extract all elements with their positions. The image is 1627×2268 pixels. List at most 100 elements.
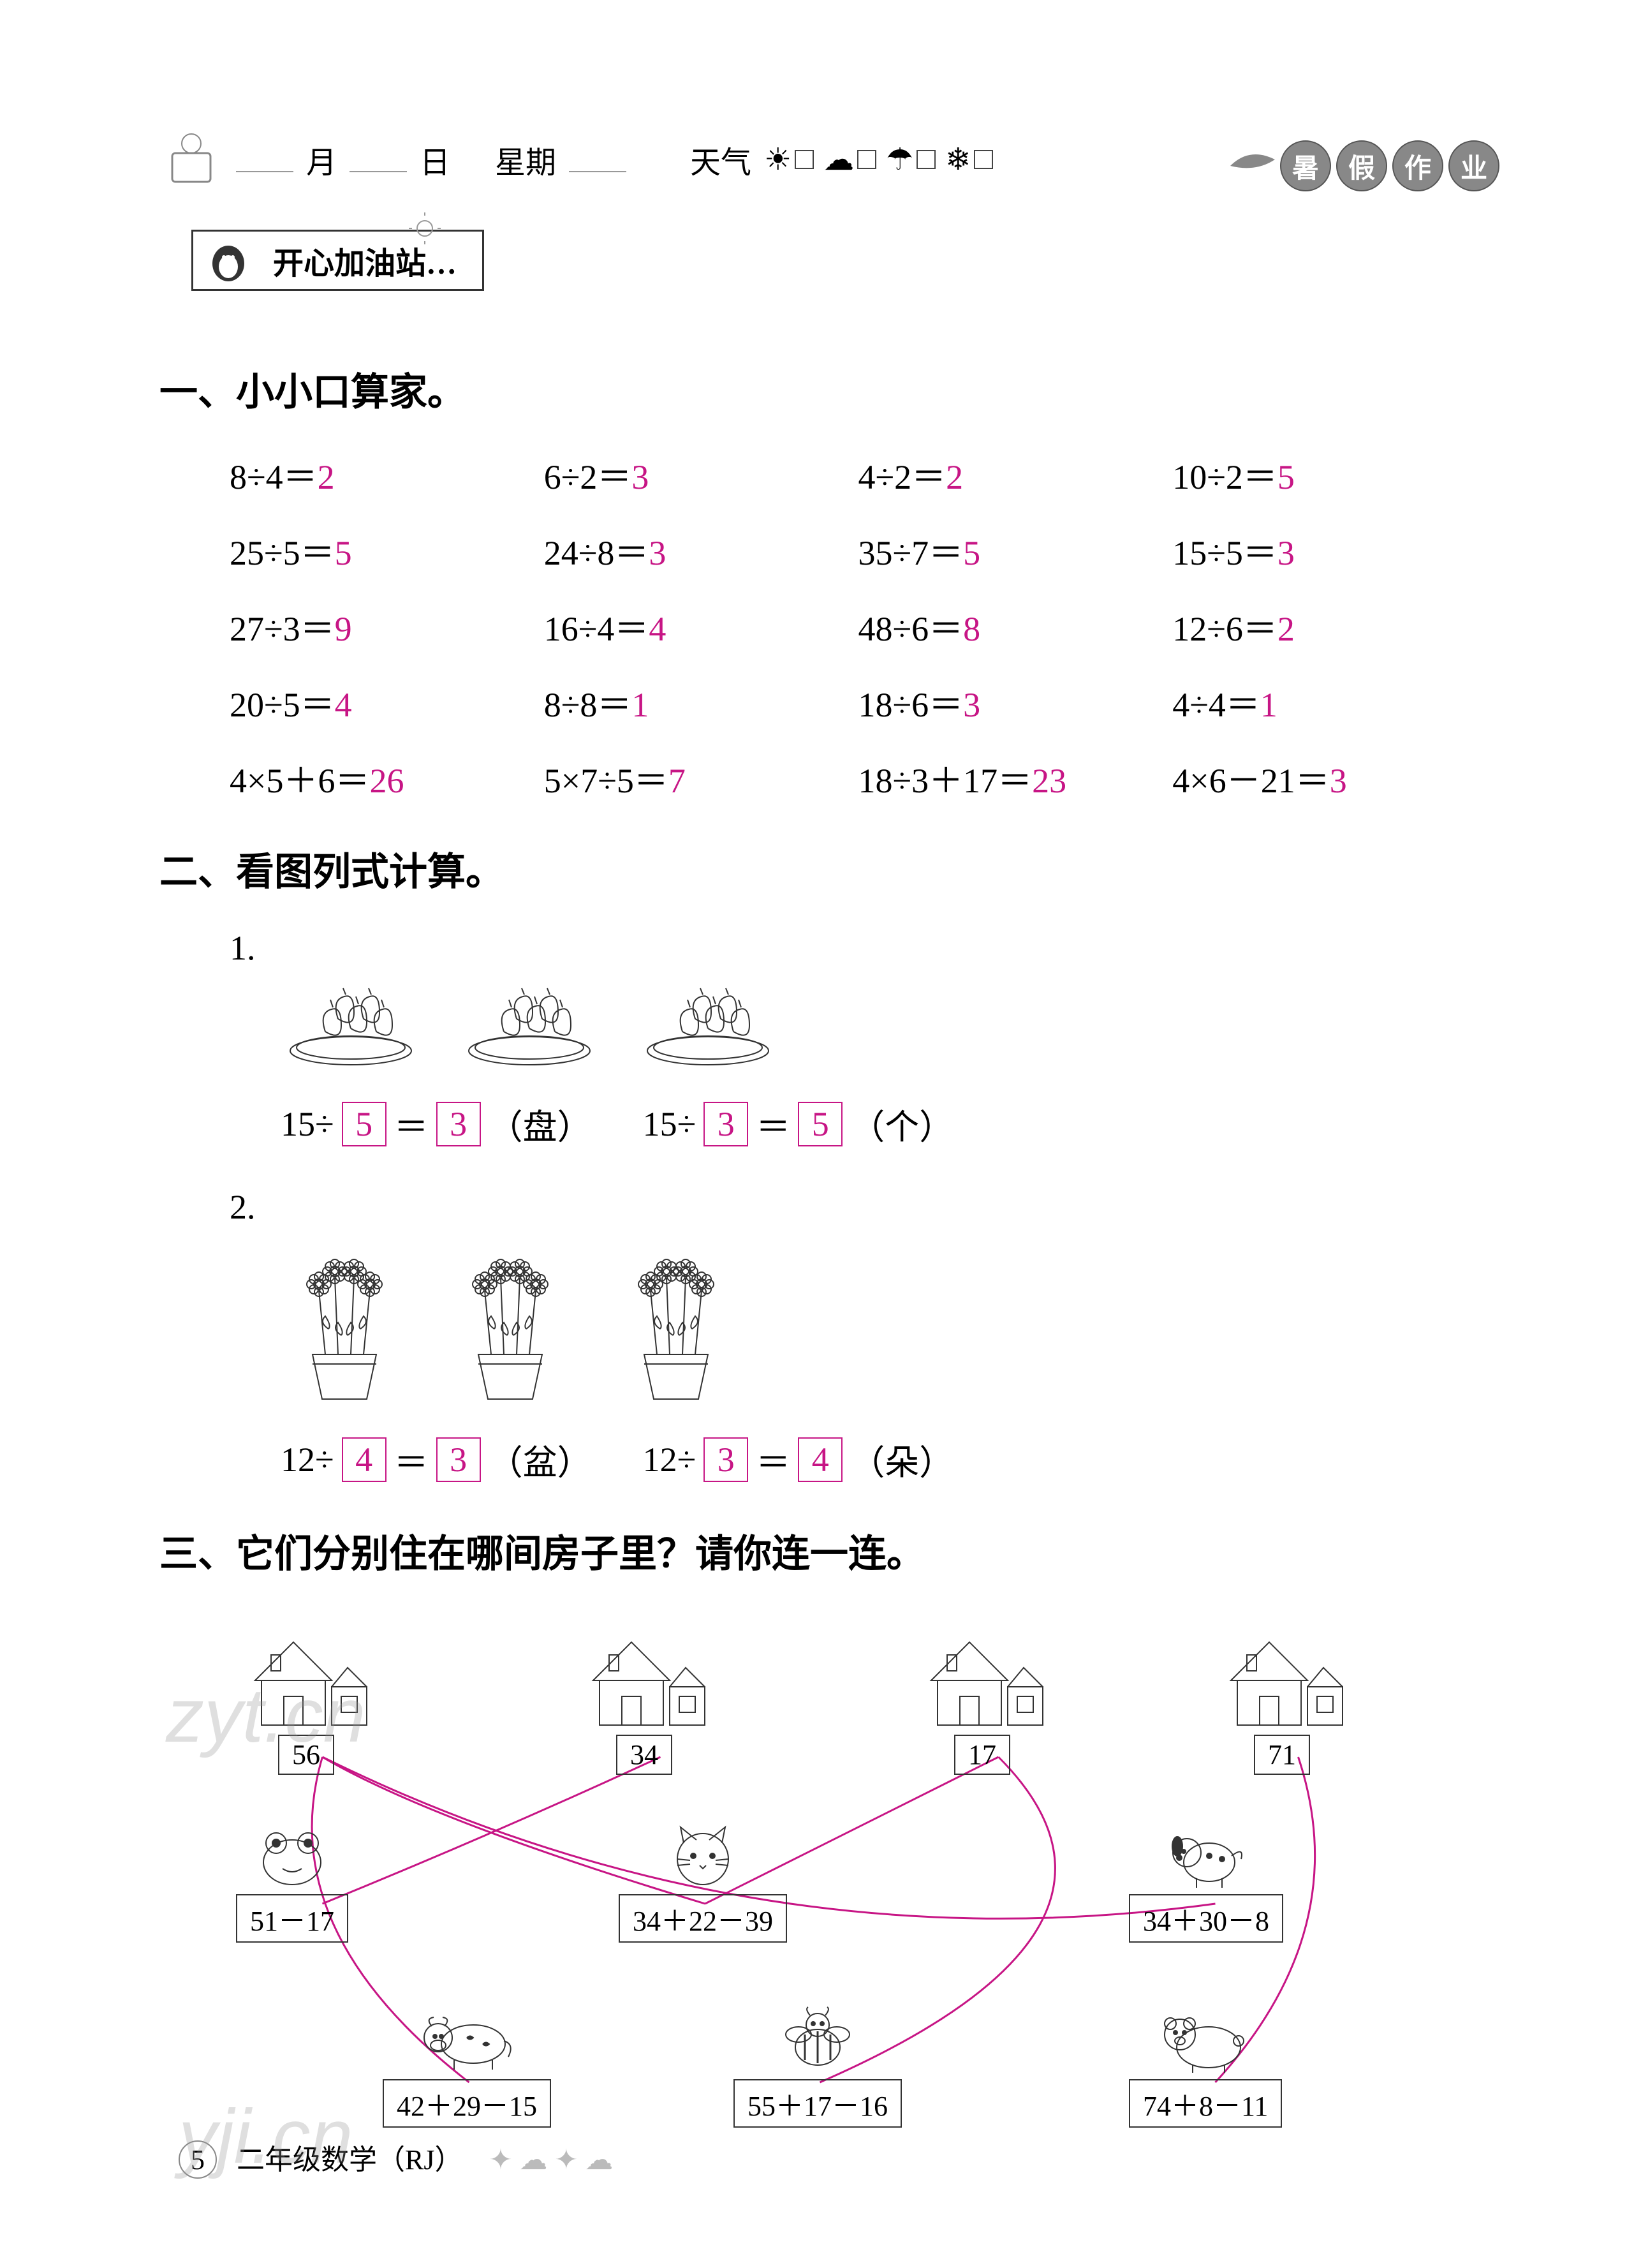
house-icon bbox=[574, 1623, 714, 1731]
eq2-box1[interactable]: 3 bbox=[703, 1102, 748, 1146]
math-cell: 16÷4＝4 bbox=[544, 600, 839, 651]
peach-plate-icon bbox=[638, 981, 778, 1070]
section2-item-1: 1. 15÷ 5 ＝ 3 （盘 bbox=[159, 928, 1468, 1149]
math-grid: 8÷4＝26÷2＝34÷2＝210÷2＝525÷5＝524÷8＝335÷7＝51… bbox=[159, 448, 1468, 803]
math-cell: 10÷2＝5 bbox=[1172, 448, 1468, 499]
house-icon bbox=[912, 1623, 1052, 1731]
eq2-unit: （个） bbox=[850, 1099, 953, 1149]
eq1-unit: （盘） bbox=[489, 1099, 592, 1149]
badge-char-1: 假 bbox=[1336, 140, 1387, 191]
weather-label: 天气 bbox=[690, 137, 751, 182]
eq4-unit: （朵） bbox=[850, 1434, 953, 1485]
eq-row-1: 15÷ 5 ＝ 3 （盘） 15÷ 3 ＝ 5 （个） bbox=[230, 1099, 1468, 1149]
math-cell: 6÷2＝3 bbox=[544, 448, 839, 499]
animal-label: 34＋30－8 bbox=[1129, 1894, 1283, 1943]
animal-group: 55＋17－16 bbox=[733, 2006, 902, 2128]
house-group: 34 bbox=[574, 1623, 714, 1775]
leaf-decoration-icon bbox=[1224, 140, 1288, 191]
math-cell: 4÷4＝1 bbox=[1172, 676, 1468, 727]
tv-icon bbox=[159, 128, 223, 191]
math-cell: 5×7÷5＝7 bbox=[544, 752, 839, 803]
bee-icon bbox=[773, 2006, 862, 2076]
animal-label: 34＋22－39 bbox=[619, 1894, 787, 1943]
math-cell: 35÷7＝5 bbox=[858, 524, 1154, 575]
eq2-box2[interactable]: 5 bbox=[798, 1102, 843, 1146]
weekday-blank[interactable] bbox=[569, 147, 626, 172]
animal-label: 74＋8－11 bbox=[1129, 2079, 1282, 2128]
item-number-1: 1. bbox=[230, 928, 1468, 968]
math-cell: 8÷4＝2 bbox=[230, 448, 525, 499]
cow-icon bbox=[416, 2006, 518, 2076]
sun-checkbox[interactable] bbox=[795, 150, 814, 169]
eq3-box1[interactable]: 4 bbox=[342, 1437, 387, 1482]
math-cell: 48÷6＝8 bbox=[858, 600, 1154, 651]
eq-row-2: 12÷ 4 ＝ 3 （盆） 12÷ 3 ＝ 4 （朵） bbox=[230, 1434, 1468, 1485]
section1-title: 一、小小口算家。 bbox=[159, 361, 1468, 417]
math-cell: 20÷5＝4 bbox=[230, 676, 525, 727]
sun-icon: ☀ bbox=[764, 142, 791, 177]
house-label: 34 bbox=[616, 1735, 672, 1775]
day-blank[interactable] bbox=[350, 147, 407, 172]
animal-group: 42＋29－15 bbox=[383, 2006, 551, 2128]
math-cell: 4×6－21＝3 bbox=[1172, 752, 1468, 803]
house-group: 56 bbox=[236, 1623, 376, 1775]
sun-decoration-icon bbox=[406, 212, 444, 244]
month-blank[interactable] bbox=[236, 147, 293, 172]
rain-icon: ☂ bbox=[886, 142, 913, 177]
house-group: 17 bbox=[912, 1623, 1052, 1775]
snow-icon: ❄ bbox=[945, 142, 971, 177]
page-footer: 5 二年级数学（RJ） ✦ ☁ ✦ ☁ bbox=[179, 2137, 613, 2179]
eq3-unit: （盆） bbox=[489, 1434, 592, 1485]
cloud-icon: ☁ bbox=[823, 142, 854, 177]
cat-icon bbox=[658, 1821, 747, 1891]
footer-text: 二年级数学（RJ） bbox=[237, 2144, 462, 2175]
eq4-eq: ＝ bbox=[756, 1434, 790, 1485]
math-cell: 27÷3＝9 bbox=[230, 600, 525, 651]
badge-char-2: 作 bbox=[1392, 140, 1443, 191]
footer-decoration: ✦ ☁ ✦ ☁ bbox=[489, 2144, 613, 2175]
animal-group: 34＋22－39 bbox=[619, 1821, 787, 1943]
section2-title: 二、看图列式计算。 bbox=[159, 841, 1468, 896]
animal-group: 51－17 bbox=[236, 1821, 348, 1943]
math-cell: 18÷6＝3 bbox=[858, 676, 1154, 727]
penguin-icon bbox=[206, 238, 263, 283]
house-label: 17 bbox=[954, 1735, 1010, 1775]
math-cell: 15÷5＝3 bbox=[1172, 524, 1468, 575]
eq1-box1[interactable]: 5 bbox=[342, 1102, 387, 1146]
eq1-box2[interactable]: 3 bbox=[436, 1102, 481, 1146]
section3-title: 三、它们分别住在哪间房子里？请你连一连。 bbox=[159, 1523, 1468, 1578]
eq3-box2[interactable]: 3 bbox=[436, 1437, 481, 1482]
math-cell: 12÷6＝2 bbox=[1172, 600, 1468, 651]
eq1-lhs: 15÷ bbox=[281, 1104, 334, 1144]
badge-char-3: 业 bbox=[1448, 140, 1499, 191]
rain-checkbox[interactable] bbox=[917, 150, 936, 169]
flower-pot-icon bbox=[612, 1240, 740, 1405]
animal-group: 34＋30－8 bbox=[1129, 1821, 1283, 1943]
house-icon bbox=[236, 1623, 376, 1731]
animal-label: 51－17 bbox=[236, 1894, 348, 1943]
weekday-label: 星期 bbox=[495, 137, 556, 182]
animal-label: 42＋29－15 bbox=[383, 2079, 551, 2128]
weather-icons: ☀ ☁ ☂ ❄ bbox=[764, 142, 993, 177]
eq3-eq: ＝ bbox=[394, 1434, 429, 1485]
flower-pot-icon bbox=[281, 1240, 408, 1405]
bear-icon bbox=[1154, 2006, 1256, 2076]
house-label: 56 bbox=[278, 1735, 334, 1775]
flower-pot-icon bbox=[446, 1240, 574, 1405]
eq2-lhs: 15÷ bbox=[643, 1104, 696, 1144]
cloud-checkbox[interactable] bbox=[857, 150, 876, 169]
day-label: 日 bbox=[420, 137, 450, 182]
math-cell: 4×5＋6＝26 bbox=[230, 752, 525, 803]
snow-checkbox[interactable] bbox=[974, 150, 993, 169]
section-banner: 开心加油站… bbox=[191, 230, 484, 291]
eq4-box2[interactable]: 4 bbox=[798, 1437, 843, 1482]
eq1-eq: ＝ bbox=[394, 1099, 429, 1149]
peach-row bbox=[230, 981, 1468, 1073]
eq2-eq: ＝ bbox=[756, 1099, 790, 1149]
eq4-box1[interactable]: 3 bbox=[703, 1437, 748, 1482]
banner-text: 开心加油站… bbox=[273, 238, 457, 283]
math-cell: 18÷3＋17＝23 bbox=[858, 752, 1154, 803]
dog-icon bbox=[1161, 1821, 1251, 1891]
animal-label: 55＋17－16 bbox=[733, 2079, 902, 2128]
house-group: 71 bbox=[1212, 1623, 1352, 1775]
